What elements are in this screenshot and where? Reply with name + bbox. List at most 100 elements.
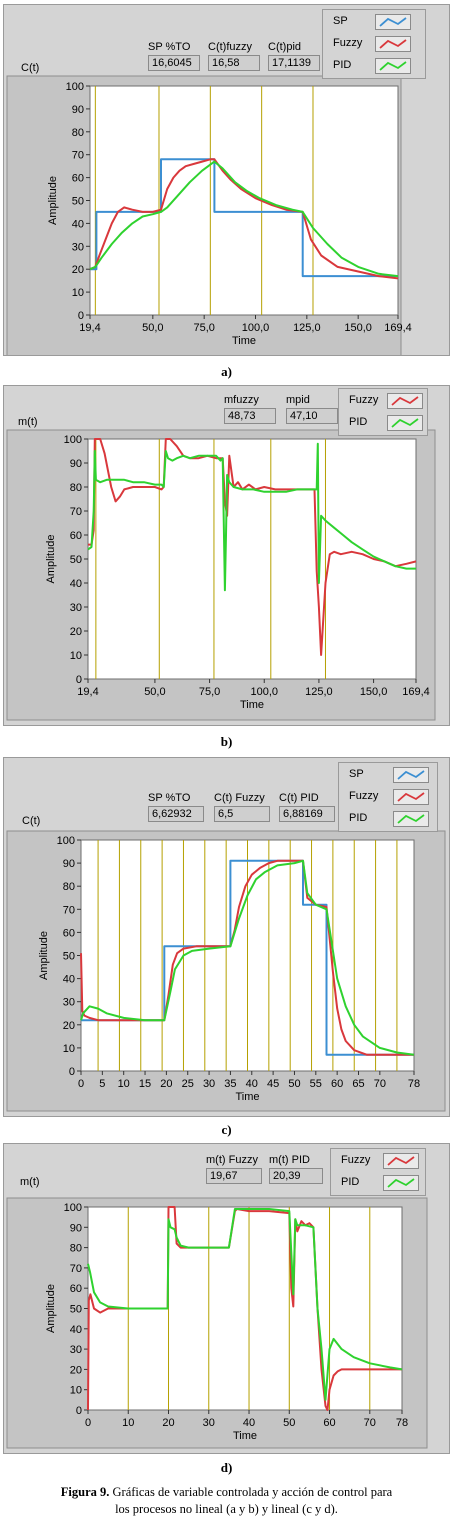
series-line-pid xyxy=(89,160,399,278)
y-tick-label: 100 xyxy=(57,835,75,847)
x-tick-label: 55 xyxy=(310,1078,322,1090)
x-tick-label: 30 xyxy=(203,1078,215,1090)
legend-swatch[interactable] xyxy=(383,1153,419,1169)
legend-label: PID xyxy=(349,812,368,824)
x-tick-label: 19,4 xyxy=(77,686,98,698)
y-tick-label: 50 xyxy=(72,196,84,208)
indicator-value: 16,6045 xyxy=(148,55,200,71)
legend-label: PID xyxy=(333,59,352,71)
plot-area xyxy=(87,438,417,680)
y-tick-label: 40 xyxy=(63,974,75,986)
legend-swatch[interactable] xyxy=(393,767,429,783)
legend-swatch[interactable] xyxy=(375,36,411,52)
indicator-label: mfuzzy xyxy=(224,394,259,406)
y-tick-label: 10 xyxy=(63,1043,75,1055)
legend-swatch[interactable] xyxy=(387,393,423,409)
y-tick-label: 10 xyxy=(72,287,84,299)
series-line-pid xyxy=(87,1208,403,1401)
legend-swatch[interactable] xyxy=(387,415,423,431)
x-tick-label: 5 xyxy=(99,1078,105,1090)
indicator-value: 16,58 xyxy=(208,55,260,71)
legend-c[interactable]: SP Fuzzy PID xyxy=(338,762,438,832)
x-tick-label: 20 xyxy=(162,1417,174,1429)
legend-swatch[interactable] xyxy=(393,811,429,827)
series-line-sp xyxy=(81,859,414,1056)
x-tick-label: 50 xyxy=(283,1417,295,1429)
y-tick-label: 60 xyxy=(70,530,82,542)
x-tick-label: 75,0 xyxy=(193,322,214,334)
indicator-label: m(t) PID xyxy=(269,1154,310,1166)
y-tick-label: 20 xyxy=(72,264,84,276)
legend-d[interactable]: Fuzzy PID xyxy=(330,1148,426,1196)
legend-b[interactable]: Fuzzy PID xyxy=(338,388,428,436)
x-tick-label: 169,4 xyxy=(384,322,412,334)
y-tick-label: 0 xyxy=(76,674,82,686)
indicator-value: 48,73 xyxy=(224,408,276,424)
x-axis-label: Time xyxy=(233,1430,257,1442)
legend-swatch[interactable] xyxy=(375,14,411,30)
series-line-fuzzy xyxy=(80,859,414,1056)
x-tick-label: 25 xyxy=(182,1078,194,1090)
x-tick-label: 125,0 xyxy=(305,686,333,698)
y-tick-label: 0 xyxy=(78,310,84,322)
figure-caption: Figura 9. Gráficas de variable controlad… xyxy=(0,1484,453,1518)
series-line-pid xyxy=(80,859,415,1056)
series-line-fuzzy xyxy=(89,158,399,280)
legend-a[interactable]: SP Fuzzy PID xyxy=(322,9,426,79)
y-tick-label: 90 xyxy=(70,1222,82,1234)
y-tick-label: 80 xyxy=(70,1243,82,1255)
x-tick-label: 60 xyxy=(331,1078,343,1090)
y-tick-label: 60 xyxy=(70,1283,82,1295)
y-tick-label: 80 xyxy=(63,881,75,893)
x-tick-label: 169,4 xyxy=(402,686,430,698)
legend-swatch[interactable] xyxy=(393,789,429,805)
legend-label: SP xyxy=(349,768,364,780)
figure-caption-bold: Figura 9. xyxy=(60,1485,110,1499)
x-tick-label: 30 xyxy=(203,1417,215,1429)
y-tick-label: 50 xyxy=(70,554,82,566)
y-tick-label: 30 xyxy=(72,241,84,253)
legend-label: PID xyxy=(349,416,368,428)
y-tick-label: 70 xyxy=(63,904,75,916)
x-tick-label: 70 xyxy=(374,1078,386,1090)
y-tick-label: 90 xyxy=(70,458,82,470)
legend-label: Fuzzy xyxy=(349,790,379,802)
y-tick-label: 0 xyxy=(76,1405,82,1417)
y-tick-label: 80 xyxy=(72,127,84,139)
x-tick-label: 50,0 xyxy=(144,686,165,698)
y-tick-label: 70 xyxy=(70,506,82,518)
indicator-label: mpid xyxy=(286,394,310,406)
chart-caption-b: b) xyxy=(220,734,233,749)
figure-caption-line1: Gráficas de variable controlada y acción… xyxy=(109,1485,393,1499)
indicator-value: 6,88169 xyxy=(279,806,335,822)
chart-panel-c: 0 10 20 30 40 50 60 70 80 90 100 0 5 10 15 20 25 30 35 40 45… xyxy=(3,757,450,1117)
chart-caption-c: c) xyxy=(221,1122,232,1137)
legend-label: Fuzzy xyxy=(333,37,363,49)
y-tick-label: 30 xyxy=(70,602,82,614)
y-tick-label: 40 xyxy=(72,218,84,230)
x-tick-label: 125,0 xyxy=(293,322,321,334)
x-axis-label: Time xyxy=(240,699,264,711)
legend-swatch[interactable] xyxy=(375,58,411,74)
corner-label-c: C(t) xyxy=(22,815,41,827)
corner-label-a: C(t) xyxy=(21,62,40,74)
indicator-label: SP %TO xyxy=(148,41,191,53)
x-axis-label: Time xyxy=(232,335,256,347)
x-tick-label: 19,4 xyxy=(79,322,100,334)
x-tick-label: 78 xyxy=(396,1417,408,1429)
x-tick-label: 15 xyxy=(139,1078,151,1090)
series-line-pid xyxy=(87,442,416,592)
x-tick-label: 75,0 xyxy=(199,686,220,698)
indicator-value: 47,10 xyxy=(286,408,338,424)
chart-panel-d: 0 10 20 30 40 50 60 70 80 90 100 0 10 20 30 40 50 60 70 78 T… xyxy=(3,1143,450,1454)
x-tick-label: 150,0 xyxy=(360,686,388,698)
indicator-label: C(t) Fuzzy xyxy=(214,792,265,804)
plot-svg-d: 0 10 20 30 40 50 60 70 80 90 100 0 10 20 30 40 50 60 70 78 T… xyxy=(6,1197,428,1449)
y-tick-label: 30 xyxy=(63,997,75,1009)
y-tick-label: 90 xyxy=(72,104,84,116)
legend-label: PID xyxy=(341,1176,360,1188)
indicator-label: C(t)fuzzy xyxy=(208,41,252,53)
x-tick-label: 60 xyxy=(323,1417,335,1429)
legend-swatch[interactable] xyxy=(383,1175,419,1191)
chart-caption-d: d) xyxy=(220,1460,233,1475)
